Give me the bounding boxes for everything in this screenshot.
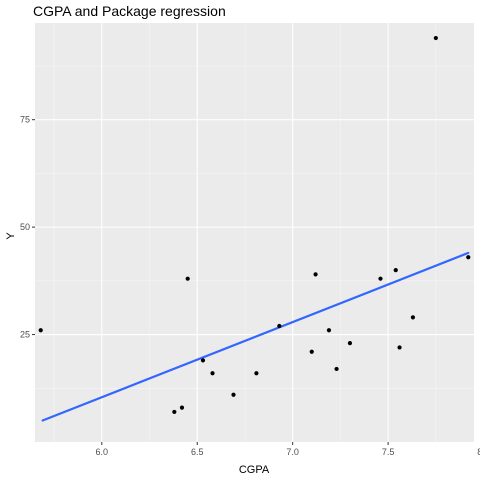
data-points: [38, 35, 471, 415]
minor-gridlines: [35, 23, 474, 442]
regression-layer: [41, 251, 470, 422]
y-tick-label: 75: [20, 115, 30, 125]
data-point: [326, 328, 332, 333]
x-tick-label: 6.5: [191, 447, 204, 457]
data-point: [254, 371, 259, 376]
major-gridlines: [35, 23, 474, 442]
data-point: [347, 341, 353, 346]
chart-title: CGPA and Package regression: [33, 3, 226, 19]
data-point: [277, 323, 282, 329]
data-point: [231, 392, 236, 397]
data-point: [378, 276, 383, 281]
x-tick-label: 8.0: [477, 447, 480, 457]
x-tick-label: 7.5: [382, 447, 395, 457]
data-point: [334, 366, 339, 372]
data-point: [210, 371, 215, 376]
data-point: [172, 409, 177, 415]
data-point: [313, 272, 318, 277]
data-point: [38, 328, 43, 333]
axes: 6.0 6.5 7.0 7.5 8.0 25 50 75: [20, 115, 480, 457]
y-tick-label: 50: [20, 222, 30, 232]
data-point: [179, 405, 185, 410]
data-point: [433, 35, 438, 41]
y-tick-label: 25: [20, 330, 30, 340]
x-tick-label: 6.0: [96, 447, 109, 457]
data-point: [410, 315, 416, 320]
plot-panel: [35, 23, 474, 442]
data-point: [309, 349, 314, 354]
regression-line: [41, 251, 470, 422]
data-point: [397, 345, 402, 350]
y-axis-title: Y: [5, 232, 17, 240]
x-axis-title: CGPA: [239, 464, 270, 476]
x-tick-label: 7.0: [286, 447, 299, 457]
data-point: [393, 268, 398, 273]
data-point: [466, 255, 471, 260]
data-point: [185, 276, 190, 281]
data-point: [200, 358, 206, 363]
